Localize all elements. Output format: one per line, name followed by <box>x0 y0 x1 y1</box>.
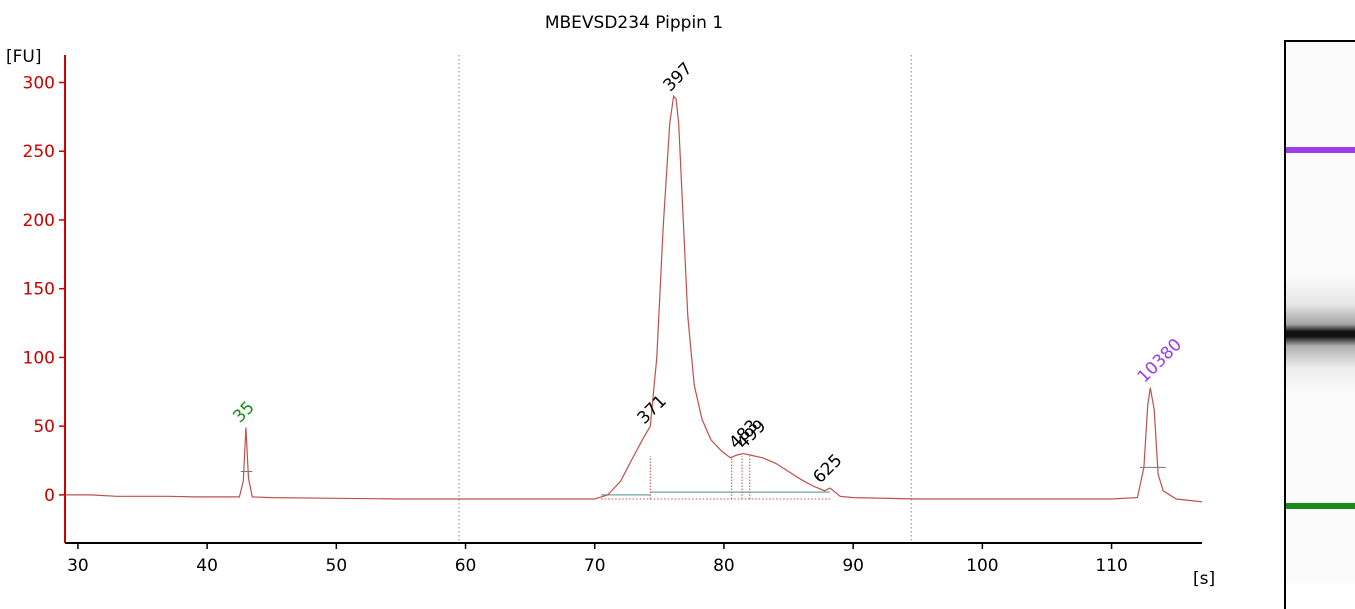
gel-band-main-band <box>1286 273 1355 394</box>
x-axis-unit-label: [s] <box>1193 569 1215 589</box>
y-tick-label: 150 <box>23 280 55 300</box>
x-tick-label: 50 <box>326 556 348 576</box>
y-tick-label: 0 <box>44 486 55 506</box>
x-tick-label: 110 <box>1095 556 1127 576</box>
gel-image-panel <box>1284 40 1355 609</box>
peak-label: 625 <box>809 450 846 487</box>
y-tick-label: 200 <box>23 211 55 231</box>
x-tick-label: 60 <box>455 556 477 576</box>
plot-area: 0 50 100 150 200 250 300 30 40 50 60 70 80 90 100 110 35… <box>23 55 1203 576</box>
peak-label: 10380 <box>1134 335 1186 387</box>
x-tick-label: 90 <box>842 556 864 576</box>
gel-lane <box>1286 42 1355 582</box>
x-tick-label: 70 <box>584 556 606 576</box>
y-tick-label: 100 <box>23 348 55 368</box>
x-tick-label: 40 <box>196 556 218 576</box>
y-tick-label: 300 <box>23 73 55 93</box>
chart-title: MBEVSD234 Pippin 1 <box>545 13 723 33</box>
y-tick-label: 50 <box>33 417 55 437</box>
y-axis-unit-label: [FU] <box>6 47 42 67</box>
x-tick-label: 100 <box>966 556 998 576</box>
x-tick-label: 30 <box>67 556 89 576</box>
x-tick-label: 80 <box>713 556 735 576</box>
peak-label: 397 <box>660 59 697 96</box>
peak-label: 371 <box>634 391 671 428</box>
series-trace <box>65 94 1203 503</box>
gel-band-upper-marker <box>1286 147 1355 153</box>
gel-band-lower-marker <box>1286 503 1355 510</box>
y-tick-label: 250 <box>23 142 55 162</box>
electropherogram-chart: MBEVSD234 Pippin 1 [FU] [s] 0 50 100 150 200… <box>6 13 1215 589</box>
peak-label: 35 <box>229 398 258 427</box>
